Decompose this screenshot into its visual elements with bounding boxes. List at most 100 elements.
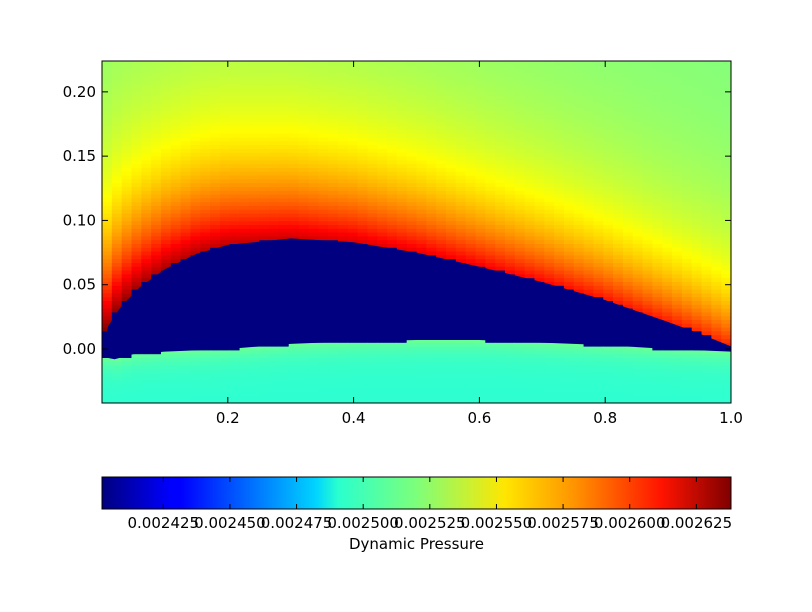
field-cell	[200, 361, 211, 366]
field-cell	[249, 102, 260, 108]
field-cell	[249, 87, 260, 92]
field-cell	[288, 232, 300, 237]
field-cell	[151, 220, 162, 225]
field-cell	[318, 368, 329, 374]
field-cell	[406, 361, 418, 366]
field-cell	[288, 129, 300, 134]
field-cell	[170, 384, 182, 389]
field-cell	[632, 281, 644, 286]
field-cell	[573, 159, 585, 165]
field-cell	[622, 72, 634, 77]
field-cell	[151, 235, 162, 241]
field-cell	[475, 178, 486, 184]
field-cell	[278, 395, 290, 400]
field-cell	[347, 346, 359, 351]
field-cell	[416, 152, 427, 157]
field-cell	[278, 353, 290, 358]
field-cell	[367, 110, 378, 115]
field-cell	[465, 171, 477, 176]
field-cell	[131, 201, 142, 206]
field-cell	[200, 232, 211, 237]
field-cell	[563, 232, 575, 237]
field-cell	[524, 216, 536, 222]
field-cell	[436, 220, 447, 225]
field-cell	[190, 114, 201, 119]
field-cell	[632, 205, 644, 210]
field-cell	[229, 91, 241, 96]
field-cell	[632, 129, 644, 134]
field-cell	[219, 190, 231, 195]
field-cell	[337, 220, 349, 225]
field-cell	[504, 182, 516, 187]
field-cell	[160, 64, 172, 70]
field-cell	[416, 68, 427, 73]
field-cell	[210, 368, 221, 374]
field-cell	[357, 361, 368, 366]
field-cell	[465, 258, 477, 263]
field-cell	[170, 220, 182, 225]
field-cell	[387, 167, 398, 172]
field-cell	[583, 224, 595, 229]
field-cell	[632, 186, 644, 191]
field-cell	[278, 232, 290, 237]
field-cell	[554, 156, 565, 161]
field-cell	[102, 266, 113, 271]
field-cell	[573, 137, 585, 142]
field-cell	[357, 182, 368, 187]
field-cell	[396, 372, 408, 377]
field-cell	[445, 190, 457, 195]
field-cell	[318, 140, 329, 146]
field-cell	[475, 254, 486, 260]
field-cell	[622, 353, 634, 358]
field-cell	[328, 80, 339, 85]
field-cell	[534, 262, 545, 267]
field-cell	[367, 99, 378, 104]
field-cell	[318, 235, 329, 241]
field-cell	[554, 277, 565, 282]
field-cell	[455, 159, 467, 165]
field-cell	[563, 99, 575, 104]
field-cell	[308, 118, 319, 123]
field-cell	[239, 156, 251, 161]
field-cell	[485, 133, 496, 138]
field-cell	[445, 228, 457, 233]
field-cell	[111, 197, 123, 203]
field-cell	[219, 372, 231, 377]
field-cell	[573, 372, 585, 377]
field-cell	[160, 133, 172, 138]
field-cell	[337, 114, 349, 119]
field-cell	[406, 144, 418, 149]
field-cell	[249, 95, 260, 100]
field-cell	[573, 201, 585, 206]
field-cell	[642, 395, 653, 400]
field-cell	[622, 296, 634, 301]
field-cell	[121, 194, 133, 199]
field-cell	[613, 144, 624, 149]
field-cell	[219, 380, 231, 385]
field-cell	[210, 64, 221, 70]
field-cell	[554, 133, 565, 138]
field-cell	[524, 114, 536, 119]
field-cell	[298, 83, 309, 89]
field-cell	[514, 201, 526, 206]
field-cell	[416, 156, 427, 161]
field-cell	[436, 91, 447, 96]
field-cell	[524, 156, 536, 161]
field-cell	[151, 102, 162, 108]
field-cell	[249, 209, 260, 214]
field-cell	[416, 194, 427, 199]
field-cell	[219, 95, 231, 100]
field-cell	[485, 171, 496, 176]
field-cell	[170, 376, 182, 381]
field-cell	[190, 349, 201, 355]
field-cell	[141, 380, 152, 385]
field-cell	[455, 186, 467, 191]
field-cell	[544, 102, 555, 108]
field-cell	[475, 64, 486, 70]
field-cell	[210, 194, 221, 199]
field-cell	[554, 270, 565, 275]
field-cell	[524, 254, 536, 260]
field-cell	[642, 384, 653, 389]
field-cell	[121, 102, 133, 108]
field-cell	[347, 99, 359, 104]
